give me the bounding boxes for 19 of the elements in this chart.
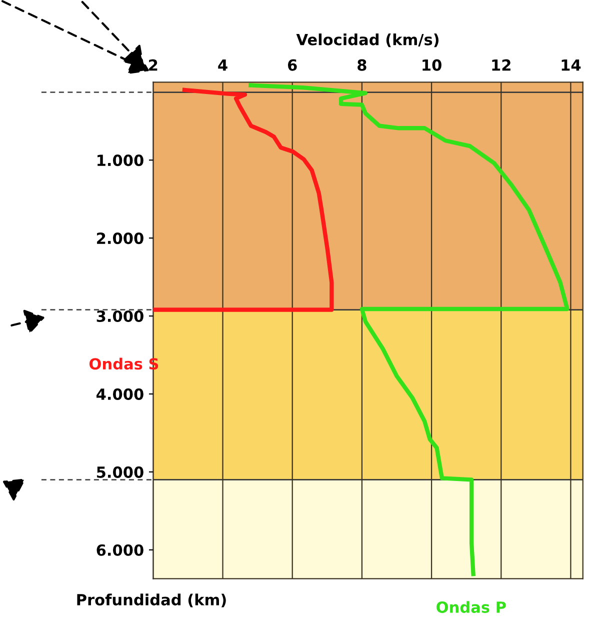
x-axis-title: Velocidad (km/s) — [296, 34, 439, 48]
line-series — [248, 83, 570, 576]
line-series — [153, 88, 334, 312]
x-tick-label: 6 — [288, 59, 297, 71]
y-tick-label: 4.000 — [96, 388, 144, 400]
text: Ondas S — [89, 358, 158, 370]
x-tick-label: 4 — [218, 59, 228, 71]
y-tick-label: 6.000 — [96, 544, 144, 556]
x-tick-label: 2 — [149, 59, 158, 71]
text: Ondas P — [436, 601, 506, 613]
y-tick-label: 5.000 — [97, 466, 144, 478]
x-tick-label: 10 — [422, 59, 442, 71]
y-tick-label: 2.000 — [97, 232, 144, 244]
y-tick-label: 3.000 — [96, 310, 144, 322]
x-tick-label: 14 — [562, 59, 581, 71]
x-tick-label: 12 — [492, 59, 510, 71]
y-tick-label: 1.000 — [98, 154, 144, 166]
x-tick-label: 8 — [358, 59, 366, 71]
y-axis-title: Profundidad (km) — [77, 594, 226, 608]
